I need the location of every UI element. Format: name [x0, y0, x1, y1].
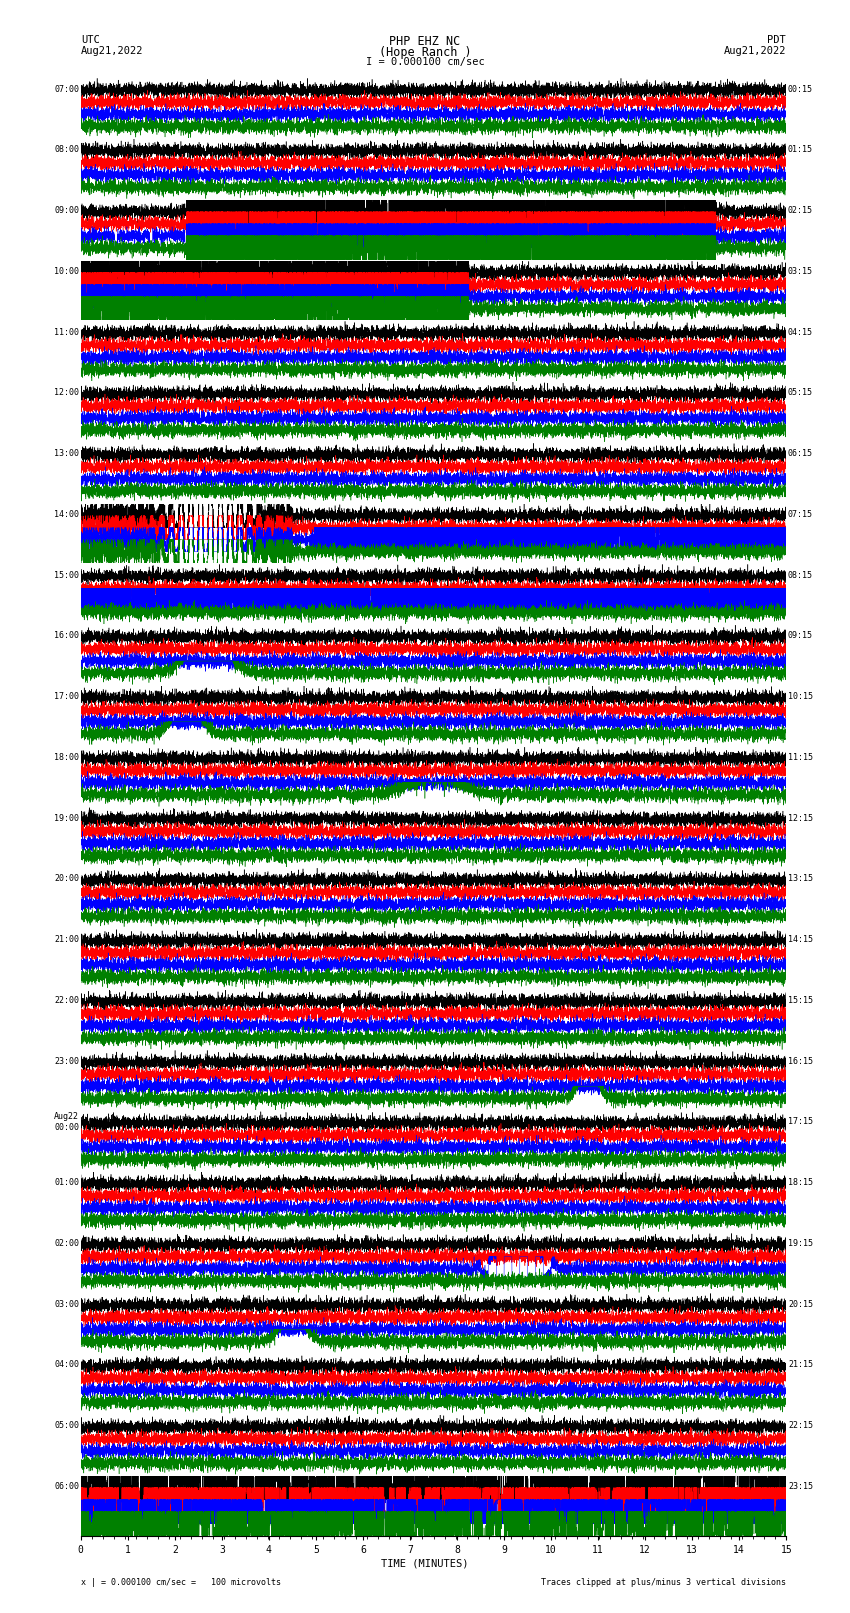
Text: TIME (MINUTES): TIME (MINUTES)	[382, 1558, 468, 1568]
Text: PDT: PDT	[768, 35, 786, 45]
Text: 05:00: 05:00	[54, 1421, 79, 1431]
Text: 23:15: 23:15	[788, 1482, 813, 1490]
Text: 23:00: 23:00	[54, 1057, 79, 1066]
Text: 22:15: 22:15	[788, 1421, 813, 1431]
Text: 18:15: 18:15	[788, 1177, 813, 1187]
Text: 20:00: 20:00	[54, 874, 79, 884]
Text: 17:15: 17:15	[788, 1118, 813, 1126]
Text: PHP EHZ NC: PHP EHZ NC	[389, 35, 461, 48]
Text: 22:00: 22:00	[54, 995, 79, 1005]
Text: 09:15: 09:15	[788, 631, 813, 640]
Text: 00:15: 00:15	[788, 84, 813, 94]
Text: 03:15: 03:15	[788, 266, 813, 276]
Text: 18:00: 18:00	[54, 753, 79, 761]
Text: 14:00: 14:00	[54, 510, 79, 519]
Text: 16:15: 16:15	[788, 1057, 813, 1066]
Text: 12:15: 12:15	[788, 813, 813, 823]
Text: 14:15: 14:15	[788, 936, 813, 944]
Text: 19:15: 19:15	[788, 1239, 813, 1248]
Text: 09:00: 09:00	[54, 206, 79, 215]
Text: 15:15: 15:15	[788, 995, 813, 1005]
Text: Aug21,2022: Aug21,2022	[723, 45, 786, 56]
Text: Aug21,2022: Aug21,2022	[81, 45, 144, 56]
Text: 10:00: 10:00	[54, 266, 79, 276]
Text: 01:00: 01:00	[54, 1177, 79, 1187]
Text: 04:15: 04:15	[788, 327, 813, 337]
Text: 10:15: 10:15	[788, 692, 813, 702]
Text: 01:15: 01:15	[788, 145, 813, 155]
Text: 12:00: 12:00	[54, 389, 79, 397]
Text: 13:15: 13:15	[788, 874, 813, 884]
Text: 15:00: 15:00	[54, 571, 79, 579]
Text: x | = 0.000100 cm/sec =   100 microvolts: x | = 0.000100 cm/sec = 100 microvolts	[81, 1578, 280, 1587]
Text: 05:15: 05:15	[788, 389, 813, 397]
Text: 04:00: 04:00	[54, 1360, 79, 1369]
Text: 19:00: 19:00	[54, 813, 79, 823]
Text: Aug22
00:00: Aug22 00:00	[54, 1113, 79, 1132]
Text: 08:00: 08:00	[54, 145, 79, 155]
Text: 07:00: 07:00	[54, 84, 79, 94]
Text: 07:15: 07:15	[788, 510, 813, 519]
Text: 21:15: 21:15	[788, 1360, 813, 1369]
Text: 06:00: 06:00	[54, 1482, 79, 1490]
Text: Traces clipped at plus/minus 3 vertical divisions: Traces clipped at plus/minus 3 vertical …	[541, 1578, 786, 1587]
Text: 06:15: 06:15	[788, 448, 813, 458]
Text: UTC: UTC	[81, 35, 99, 45]
Text: (Hope Ranch ): (Hope Ranch )	[379, 45, 471, 60]
Text: 11:15: 11:15	[788, 753, 813, 761]
Text: 11:00: 11:00	[54, 327, 79, 337]
Text: 02:00: 02:00	[54, 1239, 79, 1248]
Text: 17:00: 17:00	[54, 692, 79, 702]
Text: 16:00: 16:00	[54, 631, 79, 640]
Text: 13:00: 13:00	[54, 448, 79, 458]
Text: I = 0.000100 cm/sec: I = 0.000100 cm/sec	[366, 58, 484, 68]
Text: 08:15: 08:15	[788, 571, 813, 579]
Text: 03:00: 03:00	[54, 1300, 79, 1308]
Text: 20:15: 20:15	[788, 1300, 813, 1308]
Text: 21:00: 21:00	[54, 936, 79, 944]
Text: 02:15: 02:15	[788, 206, 813, 215]
